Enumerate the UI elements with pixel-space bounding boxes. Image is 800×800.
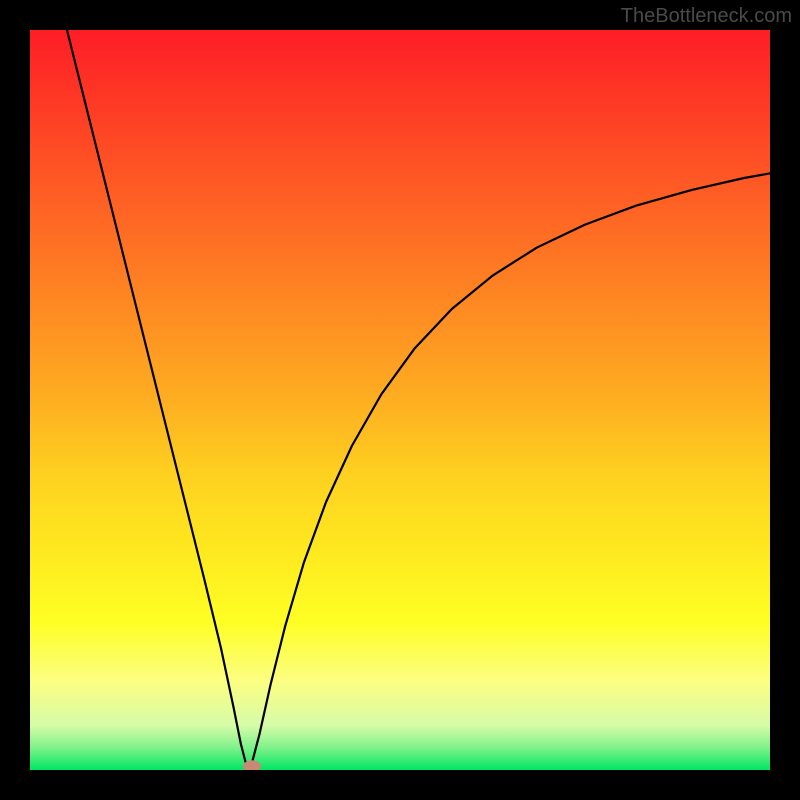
bottleneck-chart <box>30 30 770 770</box>
gradient-background <box>30 30 770 770</box>
chart-container: TheBottleneck.com <box>0 0 800 800</box>
watermark-text: TheBottleneck.com <box>621 5 792 28</box>
